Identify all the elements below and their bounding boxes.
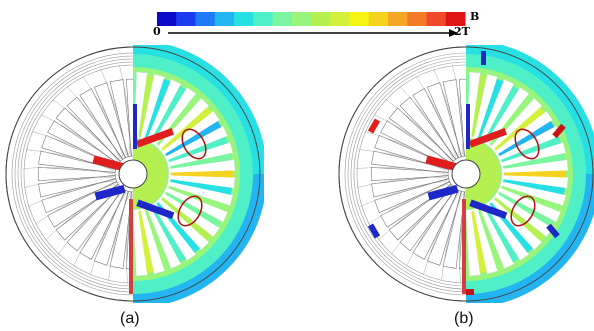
stator-tooth — [498, 121, 555, 157]
stator-tooth — [477, 78, 504, 139]
stator-tooth — [170, 179, 233, 195]
colorbar-swatch — [330, 12, 350, 26]
colorbar-swatch — [291, 12, 312, 26]
colorbar-unit-label: B — [470, 10, 480, 23]
colorbar-swatch — [311, 12, 331, 26]
side-coil — [367, 118, 381, 134]
south-magnet — [469, 199, 508, 220]
axial-magnet — [466, 104, 470, 149]
colorbar-swatch — [272, 12, 293, 26]
motor-panel-b — [338, 45, 594, 303]
hotspot-marker — [181, 128, 207, 160]
stator-tooth — [170, 170, 233, 178]
side-coil — [367, 223, 381, 239]
stator-tooth — [503, 153, 566, 169]
stator-tooth — [168, 185, 229, 212]
stator-tooth — [477, 209, 504, 270]
colorbar-swatch — [195, 12, 216, 26]
shaft — [451, 159, 481, 189]
stator-tooth — [483, 85, 519, 142]
colorbar-max-label: 2T — [454, 25, 470, 38]
colorbar — [157, 12, 466, 26]
stator-tooth — [165, 121, 222, 157]
north-magnet — [92, 155, 124, 171]
stator-tooth — [150, 85, 186, 142]
stator-tooth — [161, 107, 212, 151]
stator-tooth — [170, 153, 233, 169]
north-magnet — [135, 128, 174, 148]
colorbar-swatch — [214, 12, 235, 26]
colorbar-arrow-head — [449, 29, 458, 37]
stator-tooth — [503, 170, 566, 178]
axial-magnet — [133, 104, 137, 149]
stator-outline — [338, 46, 594, 302]
stator-tooth — [501, 185, 562, 212]
flux-lines-half — [338, 46, 466, 302]
side-coil — [481, 51, 486, 65]
stator-tooth — [168, 136, 229, 163]
stator-tooth — [138, 211, 154, 274]
hotspot-marker — [177, 195, 203, 227]
rotor-core — [133, 140, 167, 208]
shaft — [118, 159, 148, 189]
stator-tooth — [503, 179, 566, 195]
axial-magnet — [129, 199, 133, 294]
stator-tooth — [161, 197, 212, 241]
stator-tooth — [150, 206, 186, 263]
axial-magnet — [462, 199, 466, 294]
stator-tooth — [144, 209, 171, 270]
panel-a-label: (a) — [120, 310, 140, 327]
south-magnet — [427, 184, 459, 201]
stator-tooth — [483, 206, 519, 263]
flux-density-half — [466, 45, 594, 303]
rotor-core — [466, 140, 500, 208]
colorbar-swatch — [349, 12, 370, 26]
colorbar-swatch — [407, 12, 427, 26]
stator-tooth — [144, 78, 171, 139]
colorbar-swatch — [176, 12, 196, 26]
stator-tooth — [165, 191, 222, 227]
hotspot-marker — [514, 128, 540, 160]
colorbar-swatch — [445, 12, 466, 26]
stator-tooth — [471, 74, 487, 137]
panel-b-label: (b) — [454, 310, 474, 327]
stator-tooth — [471, 211, 487, 274]
south-magnet — [94, 184, 126, 201]
side-coil — [546, 223, 560, 239]
stator-tooth — [498, 191, 555, 227]
side-coil — [552, 123, 566, 139]
stator-tooth — [494, 197, 545, 241]
side-coil — [466, 289, 474, 295]
hotspot-marker — [510, 195, 536, 227]
motor-panel-a — [5, 45, 264, 303]
stator-tooth — [501, 136, 562, 163]
colorbar-swatch — [388, 12, 408, 26]
colorbar-swatch — [368, 12, 389, 26]
north-magnet — [468, 128, 507, 148]
stator-tooth — [138, 74, 154, 137]
south-magnet — [136, 199, 175, 220]
stator-tooth — [494, 107, 545, 151]
stator-outline — [5, 46, 261, 302]
colorbar-min-label: 0 — [153, 25, 161, 38]
colorbar-swatch — [157, 12, 177, 26]
colorbar-swatch — [234, 12, 254, 26]
north-magnet — [425, 155, 457, 171]
colorbar-swatch — [426, 12, 447, 26]
flux-lines-half — [5, 46, 133, 302]
colorbar-swatch — [253, 12, 273, 26]
